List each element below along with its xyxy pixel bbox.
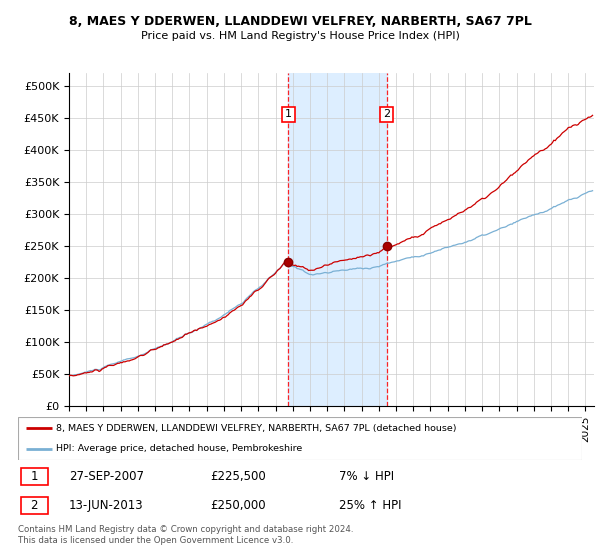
Text: Price paid vs. HM Land Registry's House Price Index (HPI): Price paid vs. HM Land Registry's House … — [140, 31, 460, 41]
Text: 1: 1 — [285, 109, 292, 119]
FancyBboxPatch shape — [18, 417, 582, 460]
FancyBboxPatch shape — [21, 468, 48, 485]
Text: 2: 2 — [383, 109, 390, 119]
FancyBboxPatch shape — [21, 497, 48, 514]
Text: 25% ↑ HPI: 25% ↑ HPI — [340, 499, 402, 512]
Text: 2: 2 — [31, 499, 38, 512]
Text: 7% ↓ HPI: 7% ↓ HPI — [340, 470, 395, 483]
Text: £250,000: £250,000 — [210, 499, 265, 512]
Text: Contains HM Land Registry data © Crown copyright and database right 2024.
This d: Contains HM Land Registry data © Crown c… — [18, 525, 353, 545]
Text: 8, MAES Y DDERWEN, LLANDDEWI VELFREY, NARBERTH, SA67 7PL: 8, MAES Y DDERWEN, LLANDDEWI VELFREY, NA… — [68, 15, 532, 27]
Text: 27-SEP-2007: 27-SEP-2007 — [69, 470, 144, 483]
Text: 8, MAES Y DDERWEN, LLANDDEWI VELFREY, NARBERTH, SA67 7PL (detached house): 8, MAES Y DDERWEN, LLANDDEWI VELFREY, NA… — [56, 424, 457, 433]
Text: £225,500: £225,500 — [210, 470, 266, 483]
Text: 1: 1 — [31, 470, 38, 483]
Text: 13-JUN-2013: 13-JUN-2013 — [69, 499, 143, 512]
Text: HPI: Average price, detached house, Pembrokeshire: HPI: Average price, detached house, Pemb… — [56, 444, 302, 453]
